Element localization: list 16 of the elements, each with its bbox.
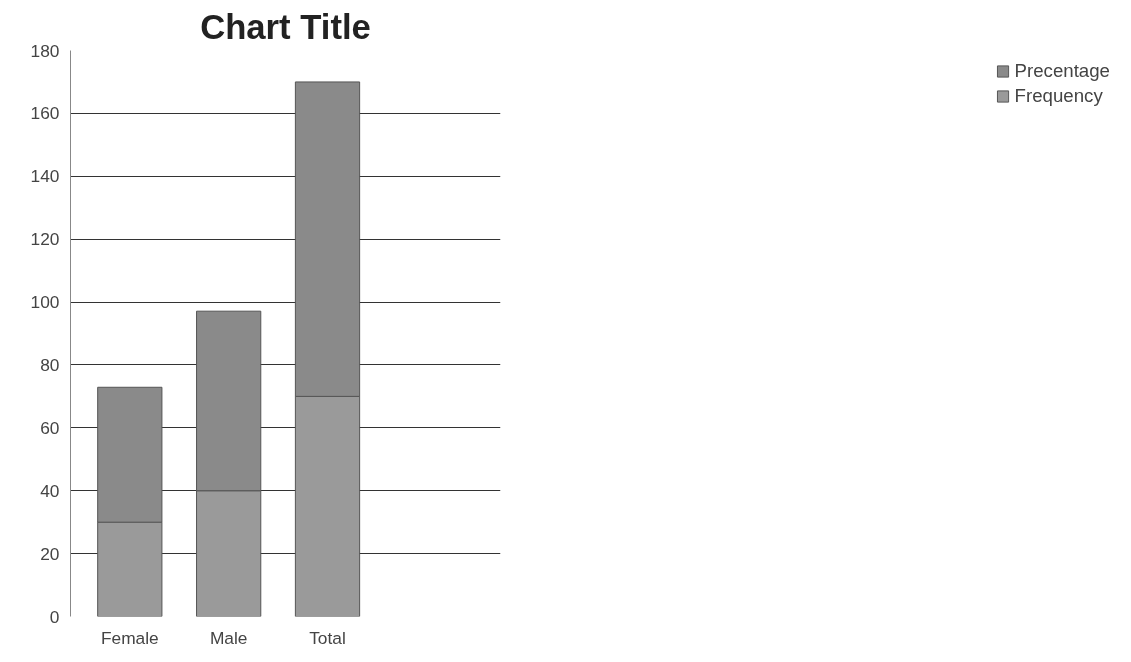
y-tick-label: 60 [40, 417, 60, 438]
x-tick-label: Female [100, 627, 159, 648]
chart-title: Chart Title [200, 7, 371, 46]
legend-label: Frequency [1014, 85, 1103, 107]
y-tick-label: 80 [40, 354, 60, 375]
y-tick-label: 160 [30, 103, 60, 124]
y-tick-label: 20 [40, 543, 60, 564]
y-tick-label: 100 [30, 292, 60, 313]
y-tick-label: 120 [30, 229, 60, 250]
y-tick-label: 0 [49, 606, 60, 627]
y-tick-label: 140 [30, 166, 60, 187]
x-tick-label: Male [209, 627, 248, 648]
y-tick-label: 180 [30, 40, 60, 61]
y-tick-label: 40 [40, 480, 60, 501]
legend-label: Precentage [1014, 60, 1110, 82]
x-tick-label: Total [309, 627, 346, 648]
